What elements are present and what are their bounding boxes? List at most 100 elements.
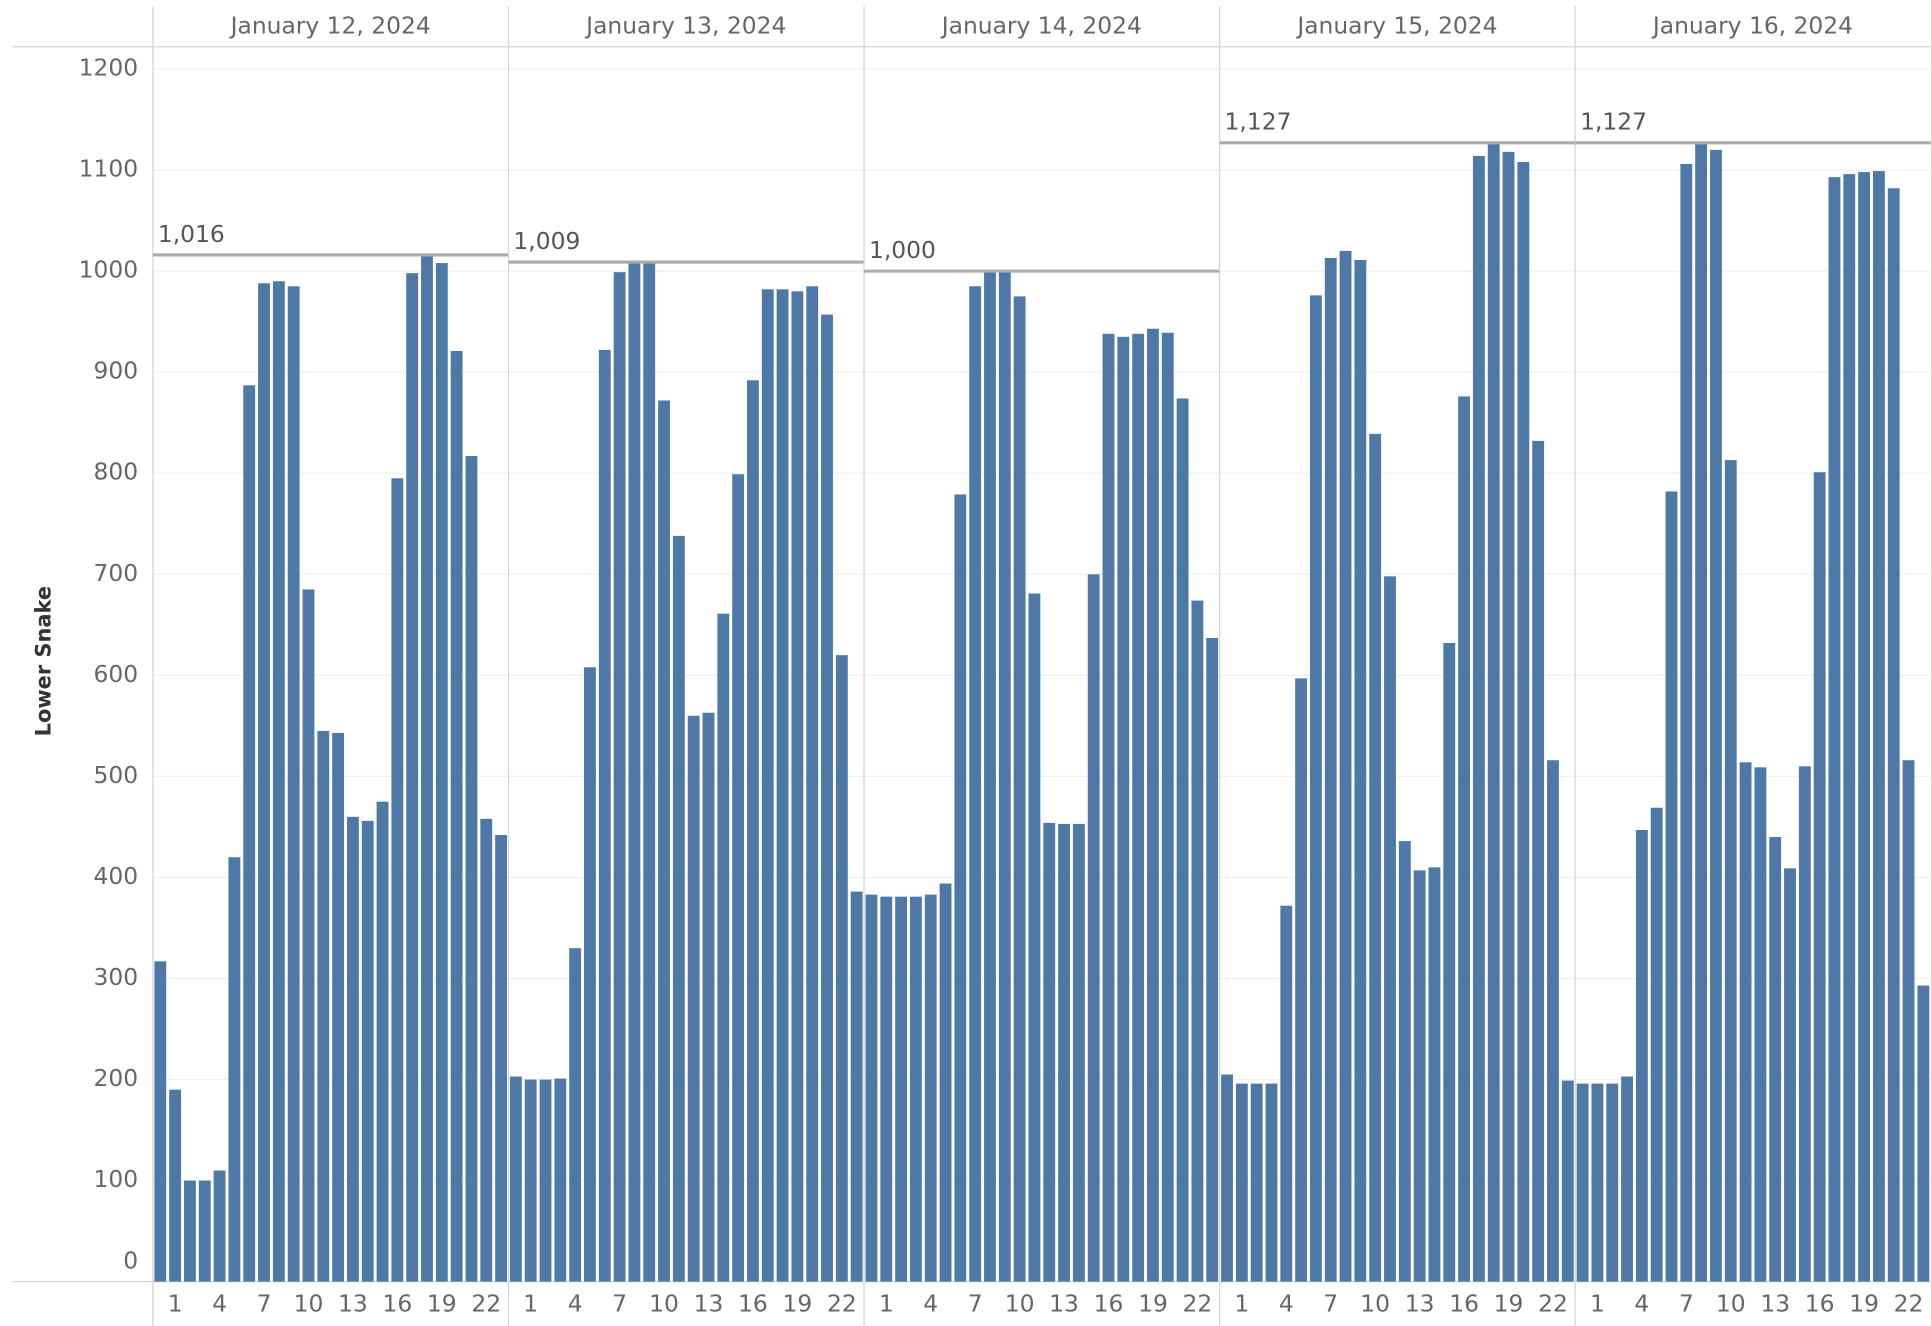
bar xyxy=(1665,491,1678,1282)
bar xyxy=(1206,637,1219,1282)
panel-header: January 15, 2024 xyxy=(1295,12,1497,40)
bar xyxy=(1695,142,1708,1282)
bar xyxy=(835,655,848,1282)
bar xyxy=(332,732,345,1282)
bar xyxy=(984,271,996,1282)
x-tick-label: 16 xyxy=(1805,1290,1835,1318)
bar xyxy=(1843,174,1856,1282)
bar xyxy=(717,613,730,1282)
x-tick-label: 1 xyxy=(523,1290,538,1318)
x-tick-label: 1 xyxy=(1234,1290,1249,1318)
y-tick-label: 600 xyxy=(94,660,139,688)
bar xyxy=(1235,1083,1248,1282)
bar xyxy=(1028,593,1041,1282)
bar xyxy=(1324,257,1337,1282)
bar xyxy=(613,272,626,1282)
bar xyxy=(1606,1083,1619,1282)
bar xyxy=(1191,600,1204,1282)
bar xyxy=(1043,822,1056,1282)
bar xyxy=(406,273,419,1282)
bar xyxy=(1532,440,1545,1282)
y-tick-label: 1200 xyxy=(79,54,139,82)
x-tick-label: 10 xyxy=(649,1290,679,1318)
bar xyxy=(1221,1074,1233,1282)
bar xyxy=(391,478,404,1282)
bar xyxy=(658,400,670,1282)
bar xyxy=(302,589,315,1282)
bar xyxy=(1458,396,1470,1282)
bar xyxy=(465,456,478,1282)
bar xyxy=(865,894,878,1282)
bar xyxy=(1295,678,1308,1282)
bar xyxy=(702,712,715,1282)
bar xyxy=(1576,1083,1589,1282)
x-tick-label: 19 xyxy=(783,1290,813,1318)
bar xyxy=(1902,760,1915,1282)
bar xyxy=(895,896,908,1282)
bar xyxy=(569,948,582,1282)
bar xyxy=(628,262,641,1282)
bar xyxy=(732,474,745,1282)
bar xyxy=(1117,336,1130,1282)
bar xyxy=(1176,398,1189,1282)
bar xyxy=(1769,837,1782,1282)
bar xyxy=(954,494,967,1282)
bar xyxy=(480,818,493,1282)
x-tick-label: 1 xyxy=(168,1290,183,1318)
bar xyxy=(376,801,389,1282)
x-tick-label: 1 xyxy=(1590,1290,1605,1318)
bar xyxy=(1591,1083,1604,1282)
bar xyxy=(880,896,893,1282)
bar xyxy=(998,271,1011,1282)
bar xyxy=(450,350,463,1282)
x-tick-label: 16 xyxy=(382,1290,412,1318)
reference-label: 1,016 xyxy=(158,220,225,248)
bar xyxy=(1250,1083,1263,1282)
x-tick-label: 13 xyxy=(1760,1290,1790,1318)
bar xyxy=(1132,333,1145,1282)
bar xyxy=(776,289,789,1282)
x-tick-label: 19 xyxy=(1138,1290,1168,1318)
y-axis-title: Lower Snake xyxy=(32,586,56,736)
bar xyxy=(1828,177,1841,1282)
bar xyxy=(1428,867,1441,1282)
bar xyxy=(969,286,982,1282)
x-tick-label: 19 xyxy=(427,1290,457,1318)
bar xyxy=(1724,460,1737,1282)
reference-label: 1,127 xyxy=(1580,108,1647,136)
bar xyxy=(584,667,596,1282)
bar xyxy=(1872,171,1885,1282)
bar xyxy=(1354,260,1367,1282)
bar xyxy=(1161,332,1174,1282)
bar xyxy=(1917,985,1930,1282)
bar xyxy=(1784,868,1796,1282)
y-tick-label: 1100 xyxy=(79,155,139,183)
bar xyxy=(1398,841,1411,1282)
bar xyxy=(1102,333,1115,1282)
bar xyxy=(1265,1083,1278,1282)
bar xyxy=(287,286,300,1282)
x-tick-label: 13 xyxy=(1049,1290,1079,1318)
x-tick-label: 4 xyxy=(923,1290,938,1318)
bar xyxy=(1013,296,1026,1282)
x-tick-label: 19 xyxy=(1494,1290,1524,1318)
bar xyxy=(1443,643,1456,1282)
bar xyxy=(687,715,700,1282)
x-tick-label: 4 xyxy=(1634,1290,1649,1318)
y-tick-label: 0 xyxy=(123,1246,138,1274)
y-tick-label: 500 xyxy=(94,761,139,789)
x-tick-label: 7 xyxy=(1323,1290,1338,1318)
bar xyxy=(1621,1076,1633,1282)
bar xyxy=(1502,151,1515,1282)
panel-header: January 13, 2024 xyxy=(584,12,786,40)
bar xyxy=(1561,1080,1574,1282)
bar xyxy=(509,1076,522,1282)
y-tick-label: 1000 xyxy=(79,256,139,284)
bar xyxy=(317,730,330,1282)
bar xyxy=(1680,164,1693,1282)
x-tick-label: 10 xyxy=(1716,1290,1746,1318)
x-tick-label: 16 xyxy=(1094,1290,1124,1318)
reference-label: 1,000 xyxy=(869,236,936,264)
bar xyxy=(495,835,507,1282)
